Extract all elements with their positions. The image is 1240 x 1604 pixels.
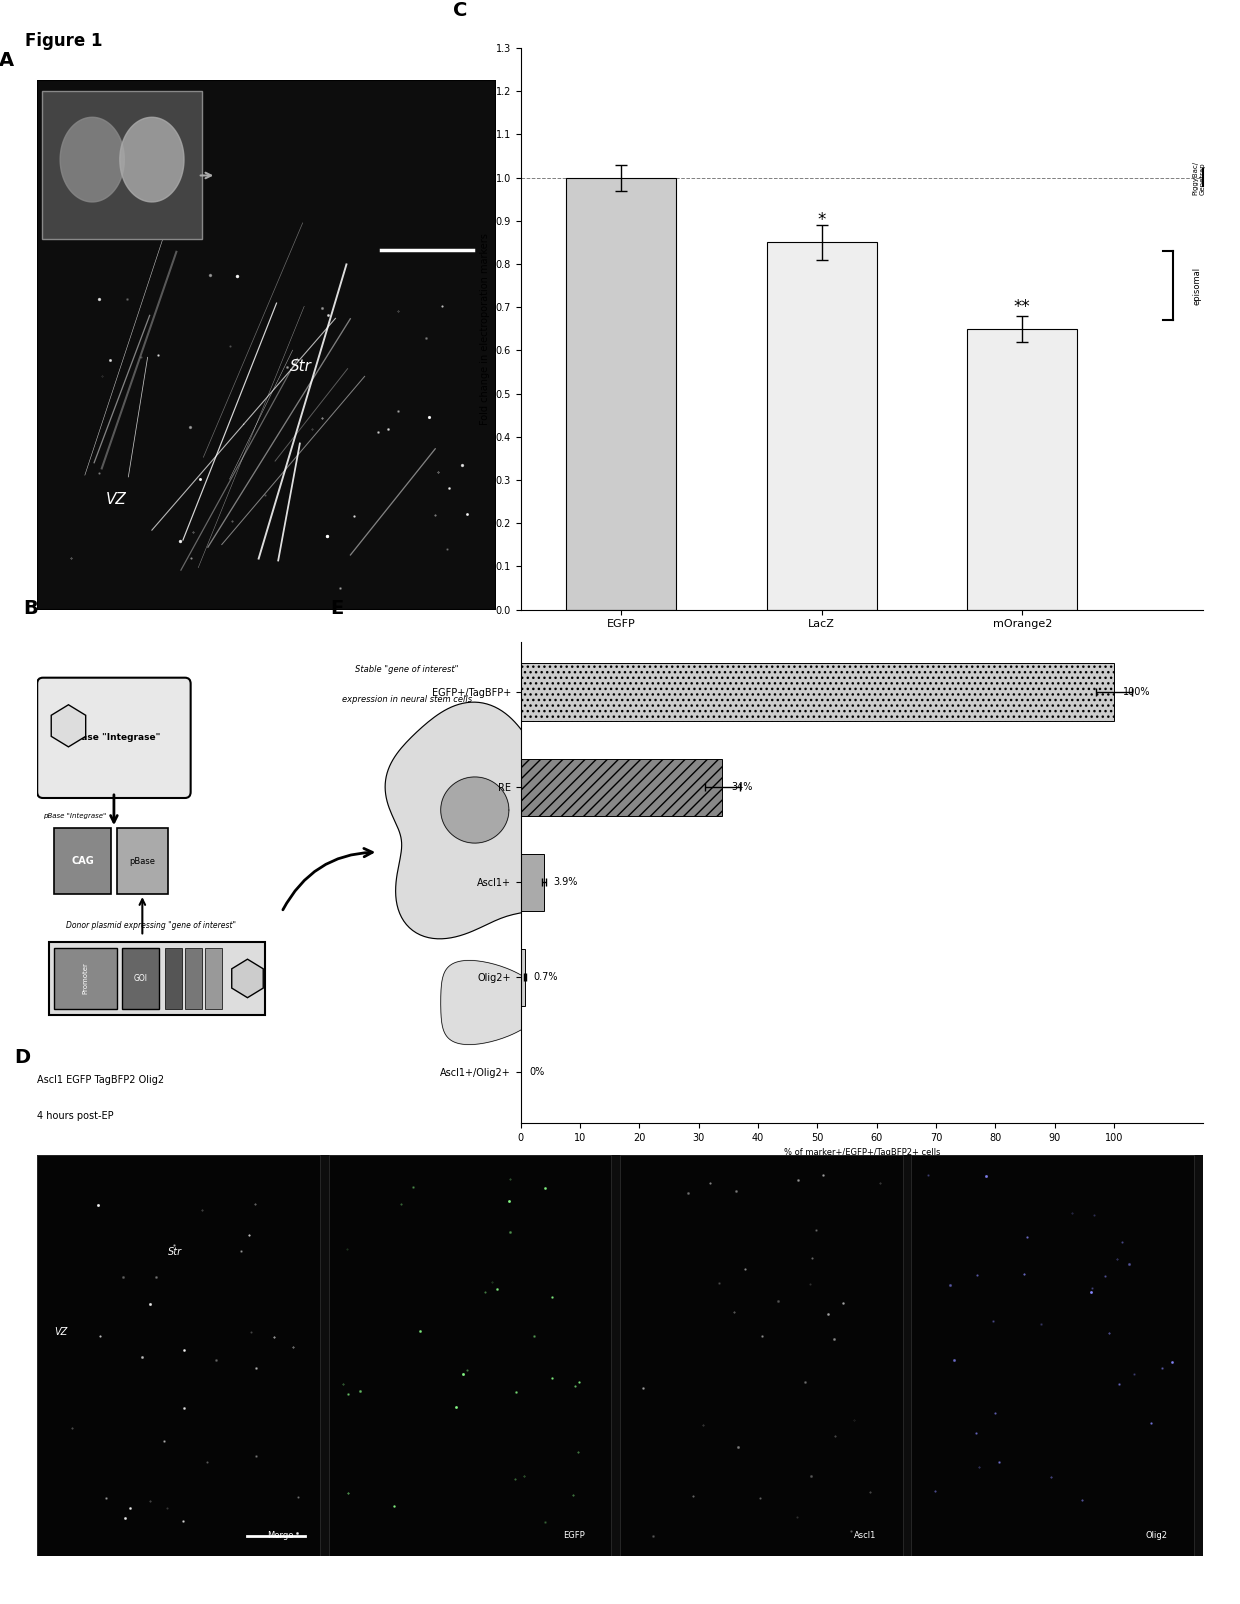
Polygon shape (386, 703, 625, 938)
Text: pBase: pBase (239, 975, 255, 982)
Text: D: D (14, 1047, 30, 1067)
Bar (117, 828, 167, 895)
Text: Merge: Merge (267, 1530, 294, 1540)
Bar (967, 329, 1078, 610)
Polygon shape (440, 776, 508, 844)
Bar (329, 1155, 611, 1556)
Text: Promoter: Promoter (83, 962, 88, 994)
Polygon shape (61, 117, 124, 202)
Text: PiggyBac/
Genetrap: PiggyBac/ Genetrap (1193, 160, 1205, 194)
Bar (185, 948, 202, 1009)
Bar (521, 759, 723, 815)
Text: C: C (453, 2, 467, 21)
Bar (123, 948, 160, 1009)
Bar (42, 91, 202, 239)
Text: pBase: pBase (60, 723, 77, 728)
Text: 34%: 34% (732, 783, 753, 792)
Bar (565, 178, 676, 610)
Polygon shape (440, 961, 543, 1044)
Bar (911, 1155, 1194, 1556)
Text: **: ** (1014, 298, 1030, 316)
Text: VZ: VZ (107, 492, 126, 507)
Text: 3.9%: 3.9% (553, 877, 577, 887)
Bar (620, 1155, 903, 1556)
Polygon shape (120, 117, 184, 202)
Bar (48, 943, 264, 1015)
Text: GOI: GOI (134, 974, 148, 983)
Text: CAG: CAG (71, 857, 94, 866)
Text: Stable "gene of interest": Stable "gene of interest" (355, 664, 459, 674)
Text: E: E (330, 598, 343, 618)
Text: Donor plasmid expressing "gene of interest": Donor plasmid expressing "gene of intere… (66, 921, 236, 930)
Y-axis label: Fold change in electroporation markers: Fold change in electroporation markers (480, 233, 490, 425)
Text: 0.7%: 0.7% (534, 972, 558, 982)
Text: expression in neural stem cells: expression in neural stem cells (341, 695, 471, 704)
Bar (521, 950, 525, 1006)
Text: pBase "Integrase": pBase "Integrase" (68, 733, 160, 743)
Bar (205, 948, 222, 1009)
Text: *: * (817, 212, 826, 229)
FancyBboxPatch shape (37, 678, 191, 799)
Text: Olig2: Olig2 (1146, 1530, 1168, 1540)
Text: EGFP: EGFP (563, 1530, 585, 1540)
Bar (37, 1155, 320, 1556)
Text: A: A (0, 51, 14, 69)
Text: 4 hours post-EP: 4 hours post-EP (37, 1112, 114, 1121)
Text: Str: Str (169, 1248, 182, 1258)
Bar (766, 242, 877, 610)
Bar (55, 948, 117, 1009)
Text: Figure 1: Figure 1 (25, 32, 102, 50)
Text: 0%: 0% (529, 1067, 544, 1078)
Bar (521, 853, 544, 911)
Text: 100%: 100% (1122, 687, 1151, 698)
Text: pBase: pBase (129, 857, 155, 866)
Bar (55, 828, 112, 895)
Bar (165, 948, 182, 1009)
Text: B: B (24, 598, 38, 618)
Text: Ascl1 EGFP TagBFP2 Olig2: Ascl1 EGFP TagBFP2 Olig2 (37, 1075, 165, 1084)
Text: Str: Str (290, 359, 311, 374)
Text: VZ: VZ (55, 1328, 68, 1338)
Text: Ascl1: Ascl1 (854, 1530, 877, 1540)
Text: episomal: episomal (1193, 266, 1202, 305)
Text: pBase "Integrase": pBase "Integrase" (43, 813, 107, 820)
X-axis label: % of marker+/EGFP+/TagBFP2+ cells
from total EGFP+/TagBFP2+ population: % of marker+/EGFP+/TagBFP2+ cells from t… (779, 1148, 945, 1168)
Bar (521, 664, 1114, 720)
